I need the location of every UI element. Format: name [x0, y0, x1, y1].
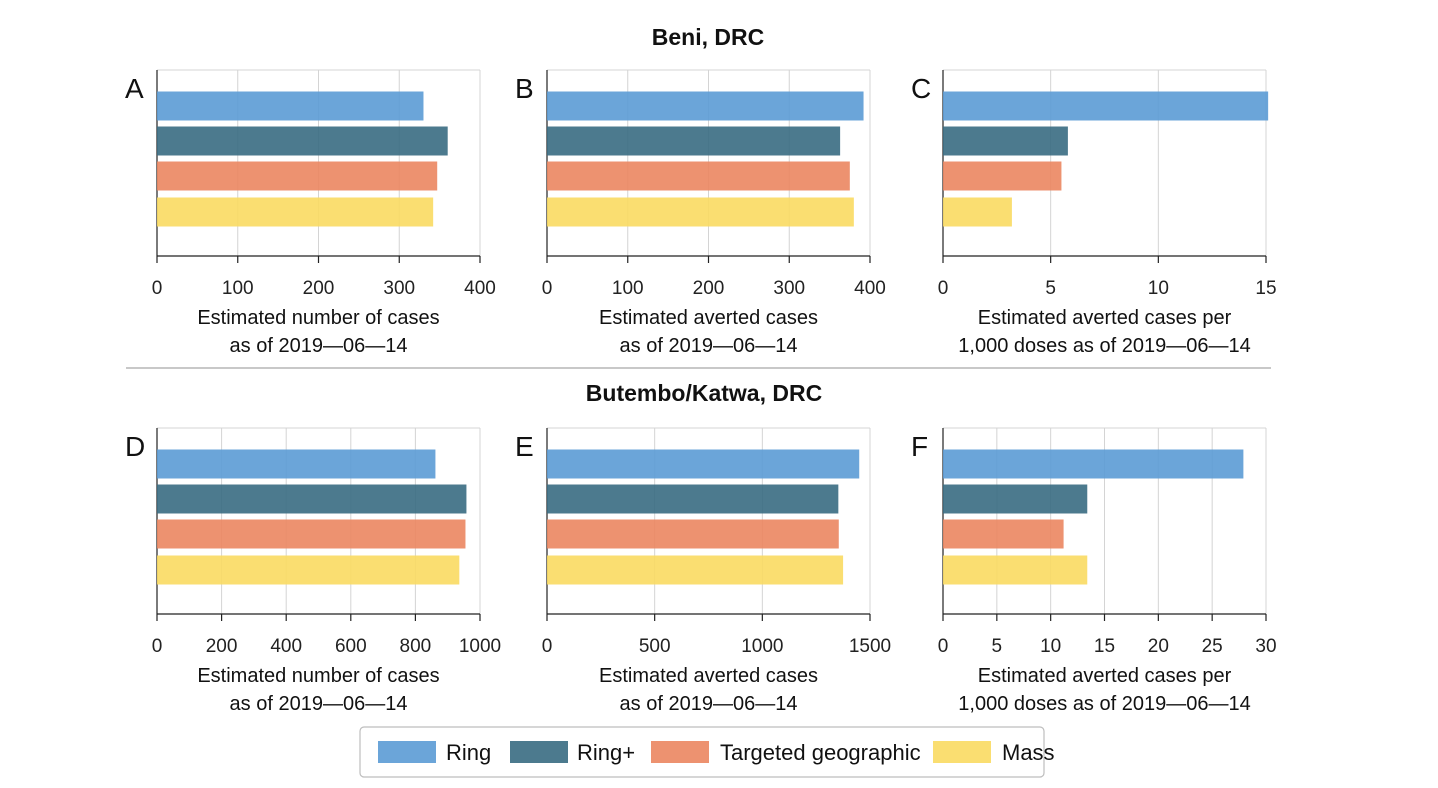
- x-tick-label: 5: [1045, 278, 1056, 299]
- bar-b-mass: [547, 197, 854, 227]
- x-tick-label: 10: [1148, 278, 1169, 299]
- bar-c-targeted-geographic: [943, 161, 1062, 191]
- bar-d-ring: [157, 449, 436, 479]
- x-tick-label: 1000: [459, 636, 501, 657]
- bar-e-mass: [547, 555, 844, 585]
- panel-a: 0 100 200 300 400 Estimated number of cases as…: [125, 69, 496, 357]
- x-tick-label: 200: [693, 278, 725, 299]
- x-tick-label: 15: [1094, 636, 1115, 657]
- panel-label-a: A: [125, 73, 144, 104]
- legend-label-targeted-geographic: Targeted geographic: [720, 740, 921, 765]
- bar-c-ring-plus: [943, 126, 1068, 156]
- x-tick-label: 300: [383, 278, 415, 299]
- bar-f-ring-plus: [943, 484, 1088, 514]
- x-axis-label: Estimated averted cases per: [978, 665, 1232, 687]
- bar-b-targeted-geographic: [547, 161, 850, 191]
- x-tick-label: 0: [152, 278, 163, 299]
- x-tick-label: 300: [773, 278, 805, 299]
- panel-f: 0 5 10 15 20 25 30 Estimated averted cases per 1…: [911, 427, 1277, 715]
- x-tick-label: 400: [270, 636, 302, 657]
- x-tick-label: 1000: [741, 636, 783, 657]
- section-title-beni: Beni, DRC: [652, 24, 764, 50]
- bar-b-ring: [547, 91, 864, 121]
- panel-label-d: D: [125, 431, 145, 462]
- bar-d-targeted-geographic: [157, 519, 466, 549]
- x-axis-label: as of 2019—06—14: [620, 335, 798, 357]
- x-axis-label: Estimated averted cases per: [978, 307, 1232, 329]
- x-axis-label: Estimated averted cases: [599, 307, 818, 329]
- legend-swatch-mass: [933, 741, 991, 763]
- panel-label-c: C: [911, 73, 931, 104]
- x-tick-label: 400: [464, 278, 496, 299]
- x-tick-label: 0: [938, 636, 949, 657]
- x-tick-label: 20: [1148, 636, 1169, 657]
- bar-c-ring: [943, 91, 1269, 121]
- section-title-butembo: Butembo/Katwa, DRC: [586, 380, 822, 406]
- x-tick-label: 0: [542, 278, 553, 299]
- bar-a-ring-plus: [157, 126, 448, 156]
- bar-a-ring: [157, 91, 424, 121]
- bar-c-mass: [943, 197, 1012, 227]
- bar-a-targeted-geographic: [157, 161, 438, 191]
- x-tick-label: 15: [1255, 278, 1276, 299]
- x-axis-label: as of 2019—06—14: [620, 693, 798, 715]
- x-tick-label: 100: [222, 278, 254, 299]
- bar-e-ring: [547, 449, 860, 479]
- x-axis-label: 1,000 doses as of 2019—06—14: [958, 693, 1250, 715]
- legend-swatch-targeted-geographic: [651, 741, 709, 763]
- x-tick-label: 600: [335, 636, 367, 657]
- x-tick-label: 200: [303, 278, 335, 299]
- panel-label-b: B: [515, 73, 534, 104]
- legend-swatch-ring-plus: [510, 741, 568, 763]
- x-tick-label: 5: [992, 636, 1003, 657]
- x-tick-label: 1500: [849, 636, 891, 657]
- x-axis-label: 1,000 doses as of 2019—06—14: [958, 335, 1250, 357]
- x-tick-label: 100: [612, 278, 644, 299]
- x-axis-label: Estimated number of cases: [197, 307, 439, 329]
- x-tick-label: 30: [1255, 636, 1276, 657]
- bar-e-ring-plus: [547, 484, 839, 514]
- x-tick-label: 0: [938, 278, 949, 299]
- panel-label-e: E: [515, 431, 534, 462]
- bar-f-ring: [943, 449, 1244, 479]
- x-tick-label: 400: [854, 278, 886, 299]
- x-tick-label: 200: [206, 636, 238, 657]
- bar-f-targeted-geographic: [943, 519, 1064, 549]
- panel-label-f: F: [911, 431, 928, 462]
- bar-b-ring-plus: [547, 126, 841, 156]
- legend-label-mass: Mass: [1002, 740, 1055, 765]
- panel-e: 0 500 1000 1500 Estimated averted cases as of…: [515, 427, 891, 715]
- x-tick-label: 10: [1040, 636, 1061, 657]
- panel-b: 0 100 200 300 400 Estimated averted cases as o…: [515, 69, 886, 357]
- panel-c: 0 5 10 15 Estimated averted cases per 1,000 d…: [911, 69, 1277, 357]
- legend-label-ring-plus: Ring+: [577, 740, 635, 765]
- legend-swatch-ring: [378, 741, 436, 763]
- x-axis-label: as of 2019—06—14: [230, 693, 408, 715]
- x-tick-label: 0: [152, 636, 163, 657]
- legend-label-ring: Ring: [446, 740, 491, 765]
- x-axis-label: Estimated number of cases: [197, 665, 439, 687]
- bar-e-targeted-geographic: [547, 519, 839, 549]
- x-axis-label: Estimated averted cases: [599, 665, 818, 687]
- x-tick-label: 800: [400, 636, 432, 657]
- bar-d-ring-plus: [157, 484, 467, 514]
- x-tick-label: 500: [639, 636, 671, 657]
- x-tick-label: 25: [1202, 636, 1223, 657]
- bar-d-mass: [157, 555, 460, 585]
- bar-a-mass: [157, 197, 434, 227]
- legend: Ring Ring+ Targeted geographic Mass: [359, 726, 1055, 778]
- x-tick-label: 0: [542, 636, 553, 657]
- bar-f-mass: [943, 555, 1088, 585]
- x-axis-label: as of 2019—06—14: [230, 335, 408, 357]
- panel-d: 0 200 400 600 800 1000 Estimated number of cas…: [125, 427, 501, 715]
